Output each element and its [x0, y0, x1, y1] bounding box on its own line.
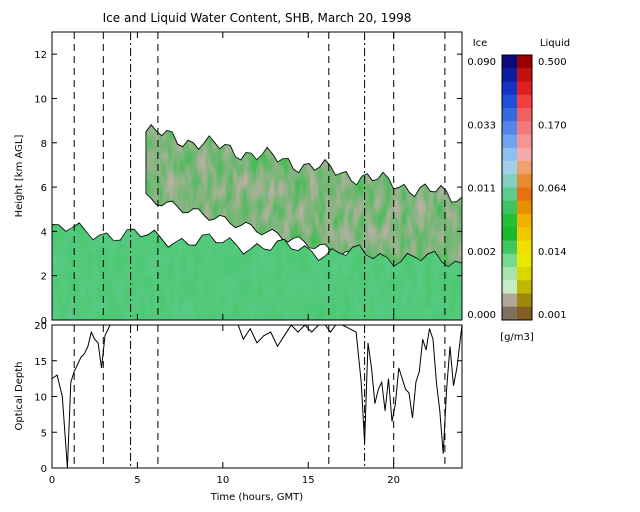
colorbar-liquid-tick: 0.170	[538, 120, 567, 131]
colorbar-liquid-cell	[517, 134, 532, 149]
y-tick-label: 2	[41, 272, 47, 283]
chart-title: Ice and Liquid Water Content, SHB, March…	[103, 11, 412, 25]
colorbar-liquid-cell	[517, 187, 532, 202]
colorbar-ice-cell	[502, 240, 517, 255]
colorbar-ice-cell	[502, 94, 517, 109]
colorbar-frame	[501, 54, 533, 321]
colorbar-liquid-cell	[517, 253, 532, 268]
colorbar-ice-cell	[502, 81, 517, 96]
x-tick-label: 0	[49, 475, 55, 486]
colorbar-liquid-tick: 0.001	[538, 310, 567, 321]
colorbar-ice-cell	[502, 187, 517, 202]
bottom-panel: 0 5 10 15 20 0 5 10 15 20 Optical Depth Time (hou…	[14, 321, 463, 503]
colorbar-liquid-tick: 0.064	[538, 184, 567, 195]
colorbar-liquid-tick: 0.014	[538, 247, 567, 258]
colorbar-liquid-cell	[517, 147, 532, 162]
colorbar-ice-cell	[502, 200, 517, 215]
x-tick-label: 10	[216, 475, 229, 486]
colorbar-ice-cell	[502, 306, 517, 321]
colorbar-ice-cell	[502, 121, 517, 135]
y-tick-label: 10	[34, 94, 47, 105]
optical-depth-line	[52, 325, 462, 468]
colorbar-liquid-cell	[517, 161, 532, 175]
bottom-plot-frame	[51, 324, 463, 469]
colorbar-liquid-cell	[517, 55, 532, 69]
top-y-axis-label: Height [km AGL]	[14, 135, 25, 218]
y-tick-label: 6	[41, 183, 47, 194]
y-tick-label: 8	[41, 139, 47, 150]
y-tick-label: 5	[41, 428, 47, 439]
colorbar-ice-cell	[502, 147, 517, 162]
colorbar-liquid-cell	[517, 81, 532, 96]
colorbar-ice-cell	[502, 227, 517, 241]
colorbar-ice-cell	[502, 55, 517, 69]
colorbar-liquid-cell	[517, 108, 532, 122]
top-plot-frame	[51, 31, 463, 321]
colorbar-ice-tick: 0.033	[467, 120, 496, 131]
bottom-y-axis-label: Optical Depth	[14, 362, 25, 431]
colorbar-liquid-cell	[517, 240, 532, 255]
y-tick-label: 20	[34, 321, 47, 332]
y-tick-label: 12	[34, 50, 47, 61]
colorbar-ice-tick: 0.000	[467, 310, 496, 321]
colorbar-ice-cell	[502, 68, 517, 82]
colorbar-liquid-cell	[517, 227, 532, 241]
colorbar-ice-cell	[502, 108, 517, 122]
colorbar-ice-label: Ice	[473, 38, 488, 49]
y-tick-label: 0	[41, 316, 47, 327]
colorbar-liquid-tick: 0.500	[538, 57, 567, 68]
colorbar-liquid-cell	[517, 293, 532, 308]
y-tick-label: 0	[41, 464, 47, 475]
x-tick-label: 20	[387, 475, 400, 486]
colorbar-liquid-label: Liquid	[540, 38, 570, 49]
colorbar-ice-cell	[502, 253, 517, 268]
cloud-layer	[145, 123, 462, 292]
colorbar-ice-cell	[502, 293, 517, 308]
colorbar: Ice Liquid 0.090 0.500 0.033 0.170 0.011 0.06…	[467, 38, 570, 343]
cloud-layer	[52, 222, 462, 320]
top-panel: 0 2 4 6 8 10 12 Height [km AGL]	[14, 31, 463, 327]
colorbar-units: [g/m3]	[500, 332, 534, 343]
y-tick-label: 4	[41, 227, 47, 238]
colorbar-liquid-cell	[517, 68, 532, 82]
colorbar-ice-cell	[502, 267, 517, 281]
colorbar-liquid-cell	[517, 306, 532, 321]
colorbar-ice-cell	[502, 280, 517, 294]
x-tick-label: 15	[302, 475, 315, 486]
colorbar-liquid-cell	[517, 267, 532, 281]
x-tick-label: 5	[134, 475, 140, 486]
colorbar-liquid-cell	[517, 121, 532, 135]
colorbar-ice-tick: 0.090	[467, 57, 496, 68]
colorbar-liquid-cell	[517, 94, 532, 109]
colorbar-ice-cell	[502, 134, 517, 149]
colorbar-ice-cell	[502, 174, 517, 188]
colorbar-ice-cell	[502, 214, 517, 228]
colorbar-liquid-cell	[517, 200, 532, 215]
colorbar-ice-cell	[502, 161, 517, 175]
colorbar-liquid-cell	[517, 214, 532, 228]
colorbar-liquid-cell	[517, 280, 532, 294]
colorbar-ice-tick: 0.011	[467, 184, 496, 195]
colorbar-ice-tick: 0.002	[467, 247, 496, 258]
colorbar-liquid-cell	[517, 174, 532, 188]
y-tick-label: 15	[34, 357, 47, 368]
y-tick-label: 10	[34, 393, 47, 404]
x-axis-label: Time (hours, GMT)	[210, 492, 304, 503]
